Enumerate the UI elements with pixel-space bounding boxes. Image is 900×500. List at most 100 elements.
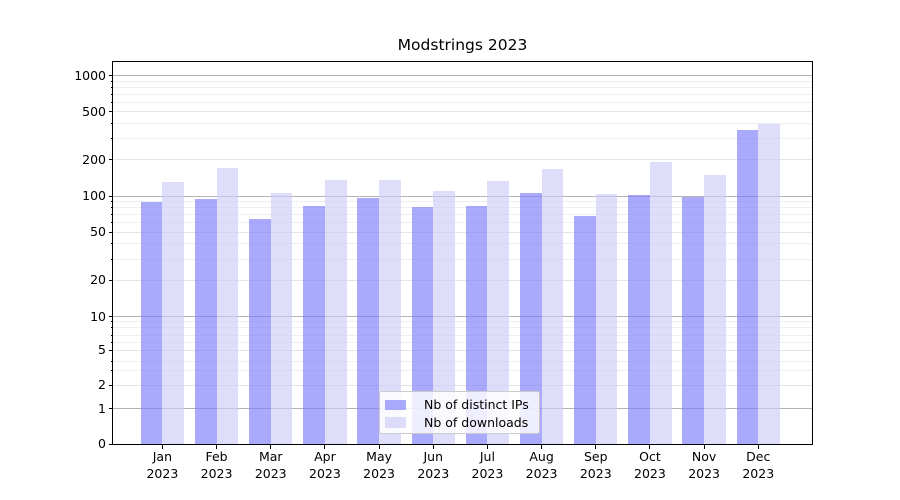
legend-item-distinct-ips: Nb of distinct IPs [380, 396, 539, 414]
y-tick-mark-100 [109, 195, 113, 197]
gridline-70 [113, 214, 812, 216]
x-tick-mark-may [378, 445, 380, 449]
y-tick-mark-1000 [109, 75, 113, 76]
gridline-900 [113, 80, 812, 82]
x-tick-mark-feb [216, 445, 218, 449]
bar-downloads-dec [758, 123, 780, 444]
gridline-200 [113, 159, 812, 161]
y-tick-label-0: 0 [98, 436, 106, 451]
gridline-8 [113, 327, 812, 328]
bar-ips-mar [249, 219, 271, 444]
gridline-90 [113, 201, 812, 202]
x-tick-mark-dec [757, 445, 759, 449]
y-tick-label-100: 100 [82, 188, 106, 203]
gridline-800 [113, 86, 812, 88]
y-tick-label-10: 10 [90, 308, 106, 324]
bar-ips-jan [140, 201, 163, 444]
bar-downloads-oct [649, 162, 672, 444]
gridline-4 [113, 361, 812, 363]
gridline-6 [113, 342, 812, 344]
y-minortick-mark-60 [111, 222, 113, 224]
x-tick-label-jul: Jul 2023 [471, 449, 504, 481]
y-tick-label-500: 500 [82, 103, 106, 119]
gridline-60 [113, 222, 812, 224]
x-tick-label-apr: Apr 2023 [309, 449, 341, 481]
x-tick-label-nov: Nov 2023 [688, 449, 720, 481]
x-tick-label-dec: Dec 2023 [742, 449, 775, 481]
y-tick-label-1: 1 [98, 400, 106, 416]
y-minortick-mark-8 [111, 327, 113, 328]
bar-ips-oct [628, 194, 650, 444]
chart-title: Modstrings 2023 [397, 36, 528, 54]
y-tick-mark-10 [109, 316, 113, 317]
gridline-40 [113, 243, 812, 245]
gridline-20 [113, 279, 812, 281]
y-tick-mark-50 [109, 231, 113, 233]
gridline-3 [113, 369, 812, 371]
x-tick-label-sep: Sep 2023 [579, 449, 612, 481]
y-minortick-mark-70 [111, 214, 113, 216]
y-minortick-mark-9 [111, 320, 113, 322]
grid-and-bars-layer [113, 62, 812, 444]
y-minortick-mark-90 [111, 201, 113, 202]
bar-ips-aug [519, 192, 542, 444]
x-tick-mark-aug [541, 445, 543, 449]
bar-downloads-sep [595, 193, 618, 444]
y-minortick-mark-300 [111, 138, 113, 139]
y-tick-label-5: 5 [98, 342, 106, 357]
gridline-major-1000 [113, 75, 812, 76]
x-tick-label-may: May 2023 [363, 449, 395, 481]
y-tick-mark-200 [109, 159, 113, 161]
x-tick-mark-nov [703, 445, 705, 449]
x-tick-mark-jul [486, 445, 488, 449]
bar-downloads-mar [270, 193, 293, 444]
legend-swatch-downloads [385, 417, 406, 428]
bar-downloads-jan [162, 182, 185, 444]
bar-downloads-aug [541, 169, 564, 444]
y-minortick-mark-3 [111, 369, 113, 371]
gridline-2 [113, 384, 812, 386]
y-tick-label-200: 200 [82, 151, 106, 167]
bar-downloads-feb [216, 167, 239, 444]
y-tick-mark-2 [109, 384, 113, 386]
x-tick-label-mar: Mar 2023 [254, 449, 287, 481]
bar-ips-nov [682, 196, 705, 444]
y-minortick-mark-30 [111, 258, 113, 260]
y-minortick-mark-40 [111, 243, 113, 245]
x-tick-label-aug: Aug 2023 [525, 449, 558, 481]
y-minortick-mark-80 [111, 207, 113, 209]
bar-downloads-may [379, 179, 401, 444]
bar-downloads-jul [487, 181, 510, 444]
gridline-500 [113, 111, 812, 113]
gridline-7 [113, 334, 812, 336]
x-tick-mark-apr [324, 445, 326, 449]
plot-area [112, 61, 813, 445]
gridline-major-10 [113, 316, 812, 317]
gridline-400 [113, 122, 812, 124]
gridline-80 [113, 207, 812, 209]
bar-ips-jul [465, 205, 488, 444]
gridline-50 [113, 231, 812, 233]
legend: Nb of distinct IPs Nb of downloads [379, 391, 540, 434]
x-tick-mark-oct [649, 445, 651, 449]
x-tick-label-jan: Jan 2023 [146, 449, 179, 481]
gridline-300 [113, 138, 812, 139]
y-tick-mark-1 [109, 408, 113, 409]
y-tick-label-1000: 1000 [74, 67, 106, 83]
x-tick-mark-sep [595, 445, 597, 449]
x-tick-label-oct: Oct 2023 [634, 449, 666, 481]
bar-ips-dec [736, 130, 759, 444]
y-minortick-mark-900 [111, 80, 113, 82]
bar-ips-feb [194, 199, 217, 444]
gridline-600 [113, 101, 812, 103]
gridline-700 [113, 93, 812, 95]
y-tick-label-20: 20 [90, 272, 106, 288]
legend-label-distinct-ips: Nb of distinct IPs [424, 397, 529, 413]
x-tick-mark-jan [161, 445, 163, 449]
bar-ips-sep [574, 216, 596, 444]
bar-ips-apr [303, 205, 325, 444]
x-tick-mark-jun [432, 445, 434, 449]
y-minortick-mark-400 [111, 122, 113, 124]
y-tick-mark-500 [109, 111, 113, 113]
